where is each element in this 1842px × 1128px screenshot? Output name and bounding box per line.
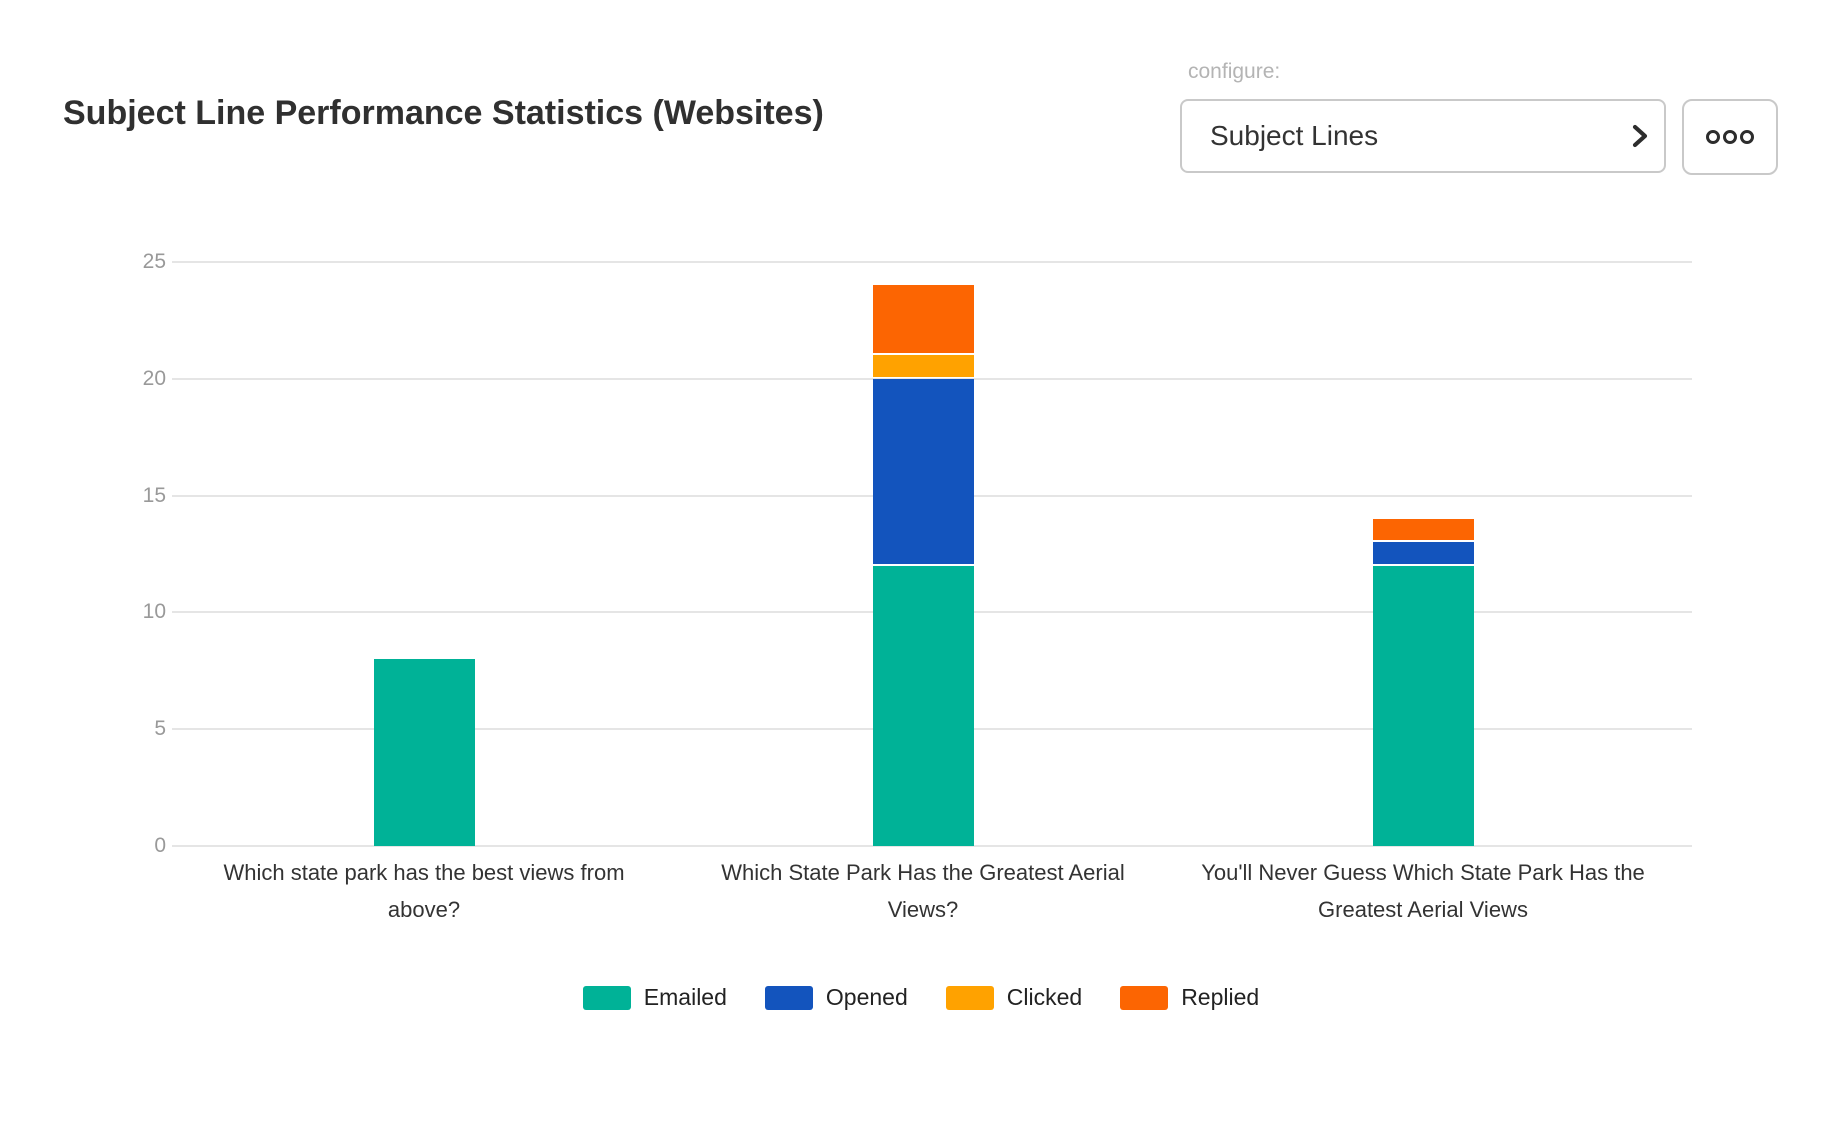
y-axis-label: 10 <box>142 600 166 624</box>
gridline-y-20 <box>172 377 1692 380</box>
legend-item-emailed[interactable]: Emailed <box>582 984 727 1011</box>
bar-column-2 <box>872 285 974 846</box>
y-axis-label: 15 <box>142 483 166 507</box>
bar-segment-emailed[interactable] <box>872 565 974 846</box>
bar-segment-replied[interactable] <box>872 285 974 354</box>
ellipsis-icon <box>1706 130 1754 144</box>
legend-swatch-icon <box>945 985 994 1010</box>
configure-label: configure: <box>1188 60 1281 83</box>
chart-legend: Emailed Opened Clicked Replied <box>0 984 1842 1011</box>
bar-segment-opened[interactable] <box>872 378 974 564</box>
bar-segment-clicked[interactable] <box>872 355 974 377</box>
bar-segment-emailed[interactable] <box>373 659 475 846</box>
y-axis-label: 20 <box>142 366 166 390</box>
bar-segment-emailed[interactable] <box>1372 565 1474 846</box>
bar-segment-replied[interactable] <box>1372 518 1474 541</box>
y-axis-label: 25 <box>142 250 166 273</box>
legend-item-replied[interactable]: Replied <box>1120 984 1259 1011</box>
legend-item-opened[interactable]: Opened <box>764 984 908 1011</box>
legend-label: Emailed <box>643 984 727 1010</box>
legend-label: Replied <box>1181 984 1260 1010</box>
legend-label: Clicked <box>1006 984 1083 1010</box>
more-options-button[interactable] <box>1682 99 1778 175</box>
x-axis-category-label: You'll Never Guess Which State Park Has … <box>1201 860 1645 922</box>
legend-item-clicked[interactable]: Clicked <box>945 984 1083 1011</box>
bar-segment-opened[interactable] <box>1372 542 1474 564</box>
legend-swatch-icon <box>1120 985 1169 1010</box>
gridline-y-25 <box>172 261 1692 263</box>
configure-dropdown-value: Subject Lines <box>1210 120 1379 151</box>
configure-dropdown[interactable]: Subject Lines <box>1180 99 1666 173</box>
x-axis-category-label: Which state park has the best views from… <box>223 860 625 922</box>
chevron-right-icon <box>1632 124 1648 148</box>
x-axis-category-label: Which State Park Has the Greatest Aerial… <box>721 860 1125 922</box>
legend-swatch-icon <box>582 985 631 1010</box>
bar-column-1 <box>373 659 475 846</box>
legend-swatch-icon <box>764 985 813 1010</box>
y-axis-label: 5 <box>154 717 166 741</box>
y-axis-label: 0 <box>154 834 166 857</box>
page-title: Subject Line Performance Statistics (Web… <box>63 94 824 132</box>
gridline-y-0 <box>172 845 1692 847</box>
legend-label: Opened <box>825 984 908 1010</box>
bar-column-3 <box>1372 518 1474 846</box>
